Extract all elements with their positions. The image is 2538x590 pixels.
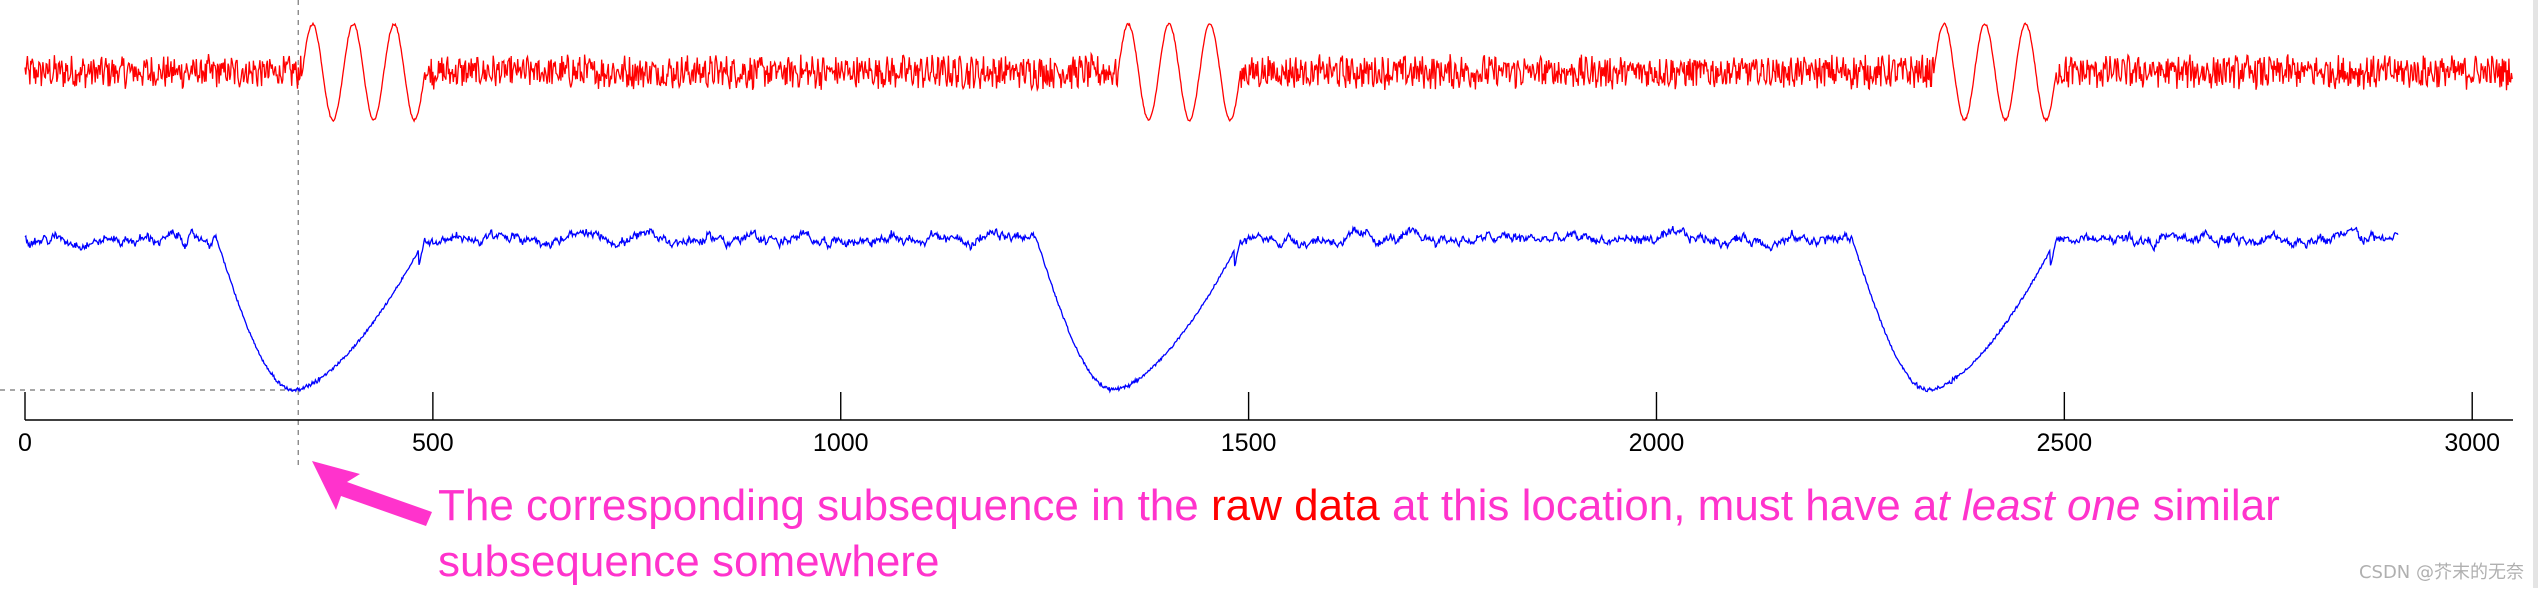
reference-lines <box>0 0 299 470</box>
annotation-italic-emphasis: t least one <box>1937 481 2141 530</box>
annotation-raw-data-highlight: raw data <box>1210 481 1380 530</box>
x-tick-label: 500 <box>412 429 454 457</box>
window-edge <box>2533 0 2538 588</box>
annotation-part-3: similar subsequence somewhere <box>438 481 2280 586</box>
x-tick-label: 1000 <box>813 429 869 457</box>
annotation-text: The corresponding subsequence in the raw… <box>438 478 2338 590</box>
x-axis: 0 500 1000 1500 2000 2500 3000 <box>18 392 2513 457</box>
profile-series-line <box>24 225 2399 394</box>
annotation-part-2: at this location, must have a <box>1379 481 1938 530</box>
annotation-part-1: The corresponding subsequence in the <box>438 481 1211 530</box>
pointer-arrow-icon <box>312 461 432 526</box>
x-tick-label: 3000 <box>2444 429 2500 457</box>
x-tick-label: 0 <box>18 429 32 457</box>
watermark: CSDN @芥末的无奈 <box>2358 562 2524 583</box>
x-tick-label: 2000 <box>1629 429 1685 457</box>
x-tick-label: 2500 <box>2037 429 2093 457</box>
x-tick-label: 1500 <box>1221 429 1277 457</box>
x-axis-ticks: 0 500 1000 1500 2000 2500 3000 <box>18 392 2500 457</box>
raw-data-series-line <box>24 21 2513 123</box>
